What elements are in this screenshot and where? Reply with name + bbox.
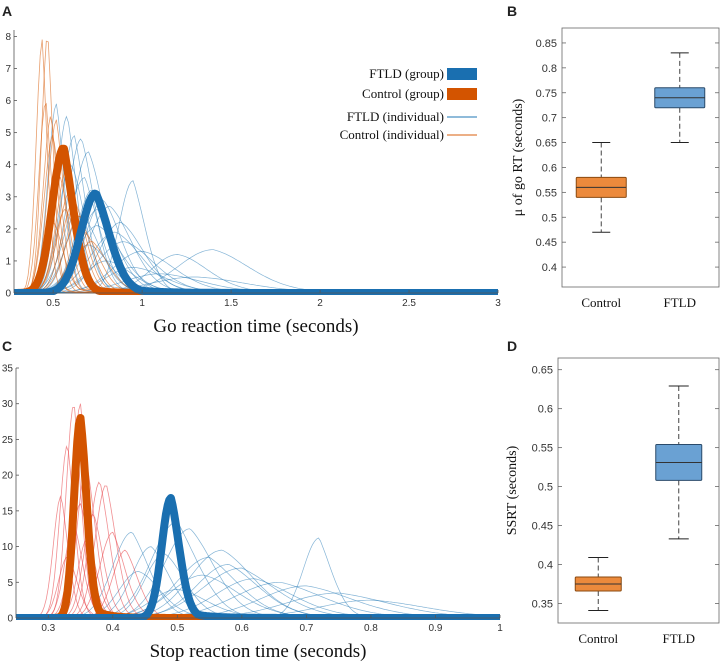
panel-c-line-chart: 0 5 10 15 20 25 30 35 0.3 0.4 0.5 0.6 0.7 0.8 0.9 1 Stop… bbox=[2, 364, 503, 663]
y-tick-label: 3 bbox=[5, 192, 11, 203]
category-label: FTLD bbox=[663, 631, 696, 646]
y-tick-label: 0.55 bbox=[536, 187, 557, 199]
y-tick-label: 0.45 bbox=[532, 521, 553, 533]
x-tick-label: 0.9 bbox=[429, 623, 443, 634]
y-tick-label: 0.4 bbox=[538, 560, 553, 572]
x-axis-label: Stop reaction time (seconds) bbox=[150, 641, 367, 662]
x-tick-label: 1 bbox=[497, 623, 503, 634]
y-tick-label: 0.5 bbox=[538, 482, 553, 494]
y-tick-label: 0.5 bbox=[542, 212, 557, 224]
panel-letter-c: C bbox=[2, 338, 12, 354]
y-tick-label: 0.7 bbox=[542, 113, 557, 125]
x-axis-label: Go reaction time (seconds) bbox=[153, 316, 358, 337]
x-tick-label: 0.6 bbox=[235, 623, 249, 634]
panel-a-line-chart: 0 1 2 3 4 5 6 7 8 0.5 1 1.5 2 2.5 3 Go reaction time (s… bbox=[5, 30, 501, 337]
y-tick-label: 0.65 bbox=[536, 138, 557, 150]
x-tick-label: 0.4 bbox=[106, 623, 120, 634]
legend-swatch-1 bbox=[447, 88, 477, 100]
y-axis-label: μ of go RT (seconds) bbox=[511, 98, 526, 216]
y-tick-label: 0.65 bbox=[532, 365, 553, 377]
y-tick-label: 0.45 bbox=[536, 237, 557, 249]
x-tick-label: 0.8 bbox=[364, 623, 378, 634]
x-tick-label: 0.3 bbox=[41, 623, 55, 634]
y-tick-label: 5 bbox=[7, 578, 13, 589]
y-tick-label: 8 bbox=[5, 32, 11, 43]
x-tick-label: 2.5 bbox=[402, 298, 416, 309]
y-tick-label: 0.55 bbox=[532, 443, 553, 455]
legend-label-2: FTLD (individual) bbox=[347, 109, 444, 124]
panel-d-box-plot: 0.35 0.4 0.45 0.5 0.55 0.6 0.65 Control FTLD SSRT… bbox=[505, 357, 720, 646]
ftld-box bbox=[655, 385, 703, 540]
x-tick-label: 2 bbox=[317, 298, 323, 309]
y-tick-label: 6 bbox=[5, 96, 11, 107]
panel-letter-a: A bbox=[2, 3, 12, 19]
y-tick-label: 10 bbox=[2, 542, 14, 553]
panel-letter-b: B bbox=[507, 3, 517, 19]
y-axis-label: SSRT (seconds) bbox=[505, 445, 520, 535]
legend-label-3: Control (individual) bbox=[340, 127, 444, 142]
category-label: Control bbox=[581, 295, 621, 310]
x-tick-label: 0.5 bbox=[170, 623, 184, 634]
control-box bbox=[574, 557, 622, 612]
x-tick-label: 3 bbox=[495, 298, 501, 309]
panel-letter-d: D bbox=[507, 338, 517, 354]
group-curves bbox=[16, 414, 500, 620]
y-tick-label: 25 bbox=[2, 435, 14, 446]
y-tick-label: 0 bbox=[5, 289, 11, 300]
plot-frame bbox=[561, 27, 720, 288]
y-tick-label: 0.85 bbox=[536, 38, 557, 50]
y-tick-label: 35 bbox=[2, 364, 14, 375]
x-tick-label: 1 bbox=[139, 298, 145, 309]
y-tick-label: 20 bbox=[2, 471, 14, 482]
y-tick-label: 0 bbox=[7, 614, 13, 625]
y-tick-label: 0.6 bbox=[538, 404, 553, 416]
legend-swatch-0 bbox=[447, 68, 477, 80]
y-tick-label: 7 bbox=[5, 64, 11, 75]
category-label: Control bbox=[578, 631, 618, 646]
y-tick-label: 0.35 bbox=[532, 599, 553, 611]
y-tick-label: 15 bbox=[2, 506, 14, 517]
panel-b-box-plot: 0.4 0.45 0.5 0.55 0.6 0.65 0.7 0.75 0.8 0.85 Contr… bbox=[511, 27, 720, 310]
control-box bbox=[575, 142, 627, 233]
y-tick-label: 0.8 bbox=[542, 63, 557, 75]
control-group-line bbox=[16, 414, 500, 620]
y-tick-label: 0.75 bbox=[536, 88, 557, 100]
y-tick-label: 5 bbox=[5, 128, 11, 139]
y-tick-label: 4 bbox=[5, 160, 11, 171]
y-tick-label: 0.6 bbox=[542, 162, 557, 174]
legend: FTLD (group) Control (group) FTLD (individ… bbox=[340, 66, 477, 142]
legend-label-1: Control (group) bbox=[362, 86, 444, 101]
plot-frame bbox=[557, 357, 720, 624]
x-tick-label: 1.5 bbox=[224, 298, 238, 309]
y-tick-label: 1 bbox=[5, 256, 11, 267]
y-tick-label: 2 bbox=[5, 224, 11, 235]
y-tick-label: 0.4 bbox=[542, 262, 557, 274]
ftld-box bbox=[654, 52, 706, 144]
category-label: FTLD bbox=[664, 295, 697, 310]
y-tick-label: 30 bbox=[2, 399, 14, 410]
x-tick-label: 0.7 bbox=[299, 623, 313, 634]
legend-label-0: FTLD (group) bbox=[369, 66, 444, 81]
x-tick-label: 0.5 bbox=[46, 298, 60, 309]
